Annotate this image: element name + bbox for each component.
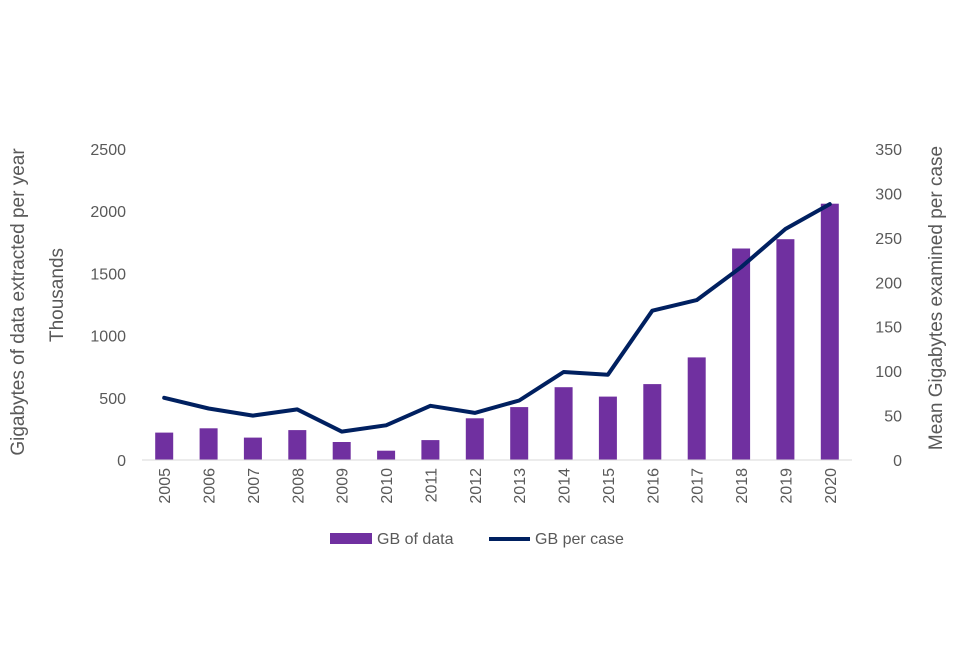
line-layer bbox=[164, 204, 830, 432]
x-tick-label: 2005 bbox=[157, 468, 174, 504]
bar-2010 bbox=[377, 451, 395, 460]
bars-layer bbox=[155, 204, 839, 460]
x-tick-label: 2006 bbox=[202, 468, 219, 504]
bar-2005 bbox=[155, 433, 173, 460]
bar-2008 bbox=[288, 430, 306, 460]
x-tick-label: 2014 bbox=[557, 468, 574, 504]
x-tick-label: 2019 bbox=[778, 468, 795, 504]
x-tick-label: 2013 bbox=[512, 468, 529, 504]
x-tick-label: 2007 bbox=[246, 468, 263, 504]
bar-2017 bbox=[688, 357, 706, 460]
bar-2009 bbox=[333, 442, 351, 460]
right-tick-label: 250 bbox=[875, 231, 902, 248]
right-tick-label: 200 bbox=[875, 275, 902, 292]
right-tick-label: 0 bbox=[893, 453, 902, 470]
x-axis-ticks: 2005 2006 2007 2008 2009 2010 2011 2012 2013 2014… bbox=[157, 468, 840, 504]
x-tick-label: 2018 bbox=[734, 468, 751, 504]
bar-2007 bbox=[244, 438, 262, 460]
line-gb-per-case bbox=[164, 204, 830, 432]
left-tick-label: 500 bbox=[99, 391, 126, 408]
x-tick-label: 2017 bbox=[690, 468, 707, 504]
legend-label-gb-per-case: GB per case bbox=[535, 531, 624, 548]
x-tick-label: 2016 bbox=[645, 468, 662, 504]
right-tick-label: 50 bbox=[884, 409, 902, 426]
legend-label-gb-of-data: GB of data bbox=[377, 531, 454, 548]
x-tick-label: 2012 bbox=[468, 468, 485, 504]
left-axis-unit-label: Thousands bbox=[47, 248, 68, 342]
x-tick-label: 2011 bbox=[423, 468, 440, 503]
bar-2019 bbox=[776, 239, 794, 460]
right-tick-label: 300 bbox=[875, 186, 902, 203]
right-axis-ticks: 0 50 100 150 200 250 300 350 bbox=[875, 142, 902, 470]
bar-2020 bbox=[821, 204, 839, 460]
bar-2015 bbox=[599, 397, 617, 460]
bar-2011 bbox=[421, 440, 439, 460]
bar-2006 bbox=[200, 428, 218, 460]
right-tick-label: 150 bbox=[875, 320, 902, 337]
right-tick-label: 350 bbox=[875, 142, 902, 159]
bar-2014 bbox=[555, 387, 573, 460]
left-tick-label: 1000 bbox=[90, 329, 126, 346]
legend: GB of data GB per case bbox=[330, 531, 624, 548]
bar-2013 bbox=[510, 407, 528, 460]
x-tick-label: 2010 bbox=[379, 468, 396, 504]
bar-2012 bbox=[466, 418, 484, 460]
x-tick-label: 2015 bbox=[601, 468, 618, 504]
left-tick-label: 0 bbox=[117, 453, 126, 470]
x-tick-label: 2009 bbox=[335, 468, 352, 504]
right-tick-label: 100 bbox=[875, 364, 902, 381]
x-tick-label: 2020 bbox=[823, 468, 840, 504]
left-tick-label: 2500 bbox=[90, 142, 126, 159]
right-axis-title: Mean Gigabytes examined per case bbox=[926, 146, 947, 450]
bar-2016 bbox=[643, 384, 661, 460]
bar-2018 bbox=[732, 249, 750, 461]
legend-swatch-gb-of-data bbox=[330, 533, 372, 544]
left-axis-title: Gigabytes of data extracted per year bbox=[8, 148, 29, 456]
left-tick-label: 2000 bbox=[90, 204, 126, 221]
left-tick-label: 1500 bbox=[90, 266, 126, 283]
left-axis-ticks: 0 500 1000 1500 2000 2500 bbox=[90, 142, 126, 470]
x-tick-label: 2008 bbox=[290, 468, 307, 504]
